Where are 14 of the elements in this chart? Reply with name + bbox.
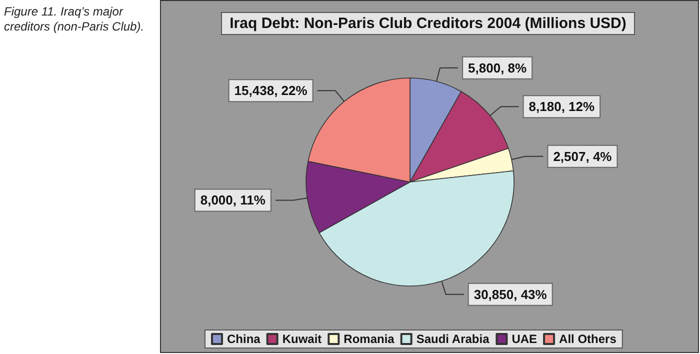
legend-label: China — [227, 332, 261, 346]
legend-label: Romania — [344, 332, 395, 346]
data-label: 8,180, 12% — [528, 99, 596, 114]
chart-title: Iraq Debt: Non-Paris Club Creditors 2004 (Millions USD) — [230, 15, 626, 32]
data-label: 15,438, 22% — [234, 83, 308, 98]
data-label: 30,850, 43% — [474, 286, 548, 302]
data-label: 5,800, 8% — [468, 60, 528, 76]
legend-label: Kuwait — [282, 332, 322, 346]
data-label: 8,000, 11% — [200, 192, 266, 208]
caption: Figure 11. Iraq’s major creditors (non-Paris Club). — [4, 4, 144, 34]
legend-label: All Others — [559, 332, 617, 346]
data-label: 2,507, 4% — [553, 148, 612, 164]
legend-label: UAE — [512, 332, 538, 346]
legend-label: Saudi Arabia — [416, 332, 490, 346]
